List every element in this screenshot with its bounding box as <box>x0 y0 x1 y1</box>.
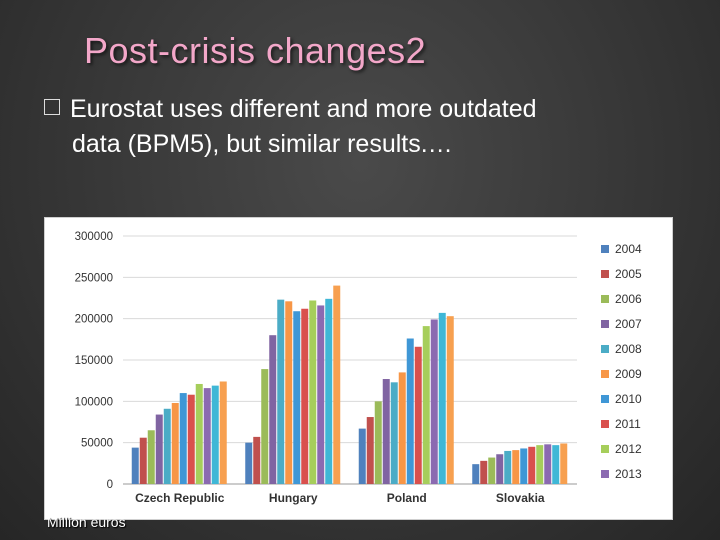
legend-swatch <box>601 245 609 253</box>
legend-label: 2011 <box>615 417 641 431</box>
bar <box>358 428 366 484</box>
y-tick-label: 0 <box>107 479 113 491</box>
y-tick-label: 150000 <box>75 355 113 367</box>
bar <box>261 369 269 484</box>
bar <box>430 319 438 484</box>
bullet-text: Eurostat uses different and more outdate… <box>44 92 684 162</box>
bar <box>422 326 430 484</box>
legend-label: 2006 <box>615 292 642 306</box>
bar <box>414 346 422 484</box>
bar <box>374 401 382 484</box>
bar <box>147 430 155 484</box>
bar <box>245 442 253 484</box>
bar <box>504 450 512 484</box>
y-tick-label: 300000 <box>75 231 113 243</box>
bar <box>398 372 406 484</box>
category-label: Czech Republic <box>135 491 225 505</box>
bar <box>155 414 163 484</box>
bar <box>333 285 341 484</box>
bar <box>560 443 568 484</box>
bar <box>139 437 147 484</box>
bar <box>317 305 325 484</box>
chart-frame: 0 50000 100000 150000 200000 250000 300000 Czec… <box>44 217 673 520</box>
legend-label: 2007 <box>615 317 642 331</box>
bar <box>544 444 552 484</box>
legend-swatch <box>601 270 609 278</box>
bar <box>488 457 496 484</box>
legend-label: 2005 <box>615 267 642 281</box>
bar <box>195 383 203 484</box>
slide-title: Post-crisis changes2 <box>84 30 427 71</box>
legend-swatch <box>601 345 609 353</box>
bar <box>301 308 309 484</box>
bar <box>253 436 261 484</box>
bar <box>131 447 139 484</box>
bar <box>171 402 179 484</box>
legend-swatch <box>601 470 609 478</box>
bullet-checkbox-icon <box>44 99 60 115</box>
legend-label: 2012 <box>615 442 642 456</box>
bar <box>496 454 504 484</box>
category-label: Slovakia <box>496 491 545 505</box>
bar <box>480 460 488 484</box>
legend-label: 2009 <box>615 367 642 381</box>
legend-swatch <box>601 295 609 303</box>
y-tick-label: 100000 <box>75 396 113 408</box>
bar <box>309 300 317 484</box>
bar <box>325 298 333 484</box>
bar-chart: 0 50000 100000 150000 200000 250000 300000 Czec… <box>75 231 642 505</box>
y-tick-label: 50000 <box>81 438 113 450</box>
bar <box>446 316 454 484</box>
legend-label: 2010 <box>615 392 642 406</box>
bar <box>390 382 398 484</box>
legend-label: 2013 <box>615 467 642 481</box>
y-tick-label: 200000 <box>75 314 113 326</box>
bar <box>438 312 446 484</box>
category-label: Hungary <box>269 491 318 505</box>
bar <box>382 379 390 484</box>
bar <box>187 394 195 484</box>
unit-caption: Million euros <box>47 514 126 530</box>
bar <box>269 335 277 484</box>
bullet-line-2: data (BPM5), but similar results.… <box>72 130 453 158</box>
bar <box>179 393 187 484</box>
bar <box>203 388 211 484</box>
bar <box>472 464 480 484</box>
bar <box>552 445 560 484</box>
bar <box>512 450 520 484</box>
bar <box>211 385 219 484</box>
legend-swatch <box>601 420 609 428</box>
y-tick-label: 250000 <box>75 272 113 284</box>
bar <box>277 299 285 484</box>
bar <box>520 448 528 484</box>
legend-label: 2008 <box>615 342 642 356</box>
bullet-line-1: Eurostat uses different and more outdate… <box>44 92 684 127</box>
bullet-line-1-text: Eurostat uses different and more outdate… <box>70 95 537 123</box>
bar <box>528 446 536 484</box>
bar <box>366 417 374 484</box>
legend-swatch <box>601 370 609 378</box>
legend-swatch <box>601 445 609 453</box>
legend-label: 2004 <box>615 242 642 256</box>
bar <box>293 311 301 484</box>
bar <box>219 381 227 484</box>
bar <box>285 301 293 484</box>
legend-swatch <box>601 395 609 403</box>
category-label: Poland <box>387 491 427 505</box>
bar <box>406 338 414 484</box>
bar <box>163 408 171 484</box>
bar <box>536 445 544 484</box>
legend-swatch <box>601 320 609 328</box>
